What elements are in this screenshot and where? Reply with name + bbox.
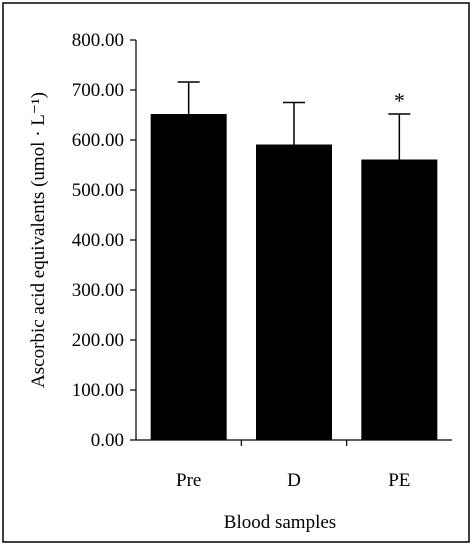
- error-bars: [177, 81, 411, 160]
- y-tick-label: 600.00: [72, 130, 124, 151]
- y-tick-label: 200.00: [72, 330, 124, 351]
- y-ticks: 0.00 100.00 200.00 300.00 400.00 500.00 600.00…: [72, 30, 136, 451]
- bar-pe: [361, 159, 438, 440]
- y-tick-label: 800.00: [72, 30, 124, 51]
- bar-d: [256, 144, 332, 440]
- x-tick-label-pe: PE: [388, 470, 410, 491]
- bars: [150, 114, 438, 440]
- y-tick-label: 500.00: [72, 180, 124, 201]
- x-tick-label-pre: Pre: [176, 470, 201, 491]
- figure-border: [2, 2, 470, 543]
- bar-pre: [150, 114, 227, 440]
- y-tick-label: 300.00: [72, 280, 124, 301]
- y-tick-label: 700.00: [72, 80, 124, 101]
- y-tick-label: 400.00: [72, 230, 124, 251]
- x-tick-labels: Pre D PE: [176, 470, 410, 491]
- significance-marker: *: [394, 88, 405, 113]
- x-axis-title: Blood samples: [224, 512, 336, 533]
- y-tick-label: 0.00: [91, 430, 124, 451]
- y-tick-label: 100.00: [72, 380, 124, 401]
- annotations: *: [394, 88, 405, 113]
- y-axis-title: Ascorbic acid equivalents (umol · L⁻¹): [28, 92, 49, 388]
- x-tick-label-d: D: [287, 470, 301, 491]
